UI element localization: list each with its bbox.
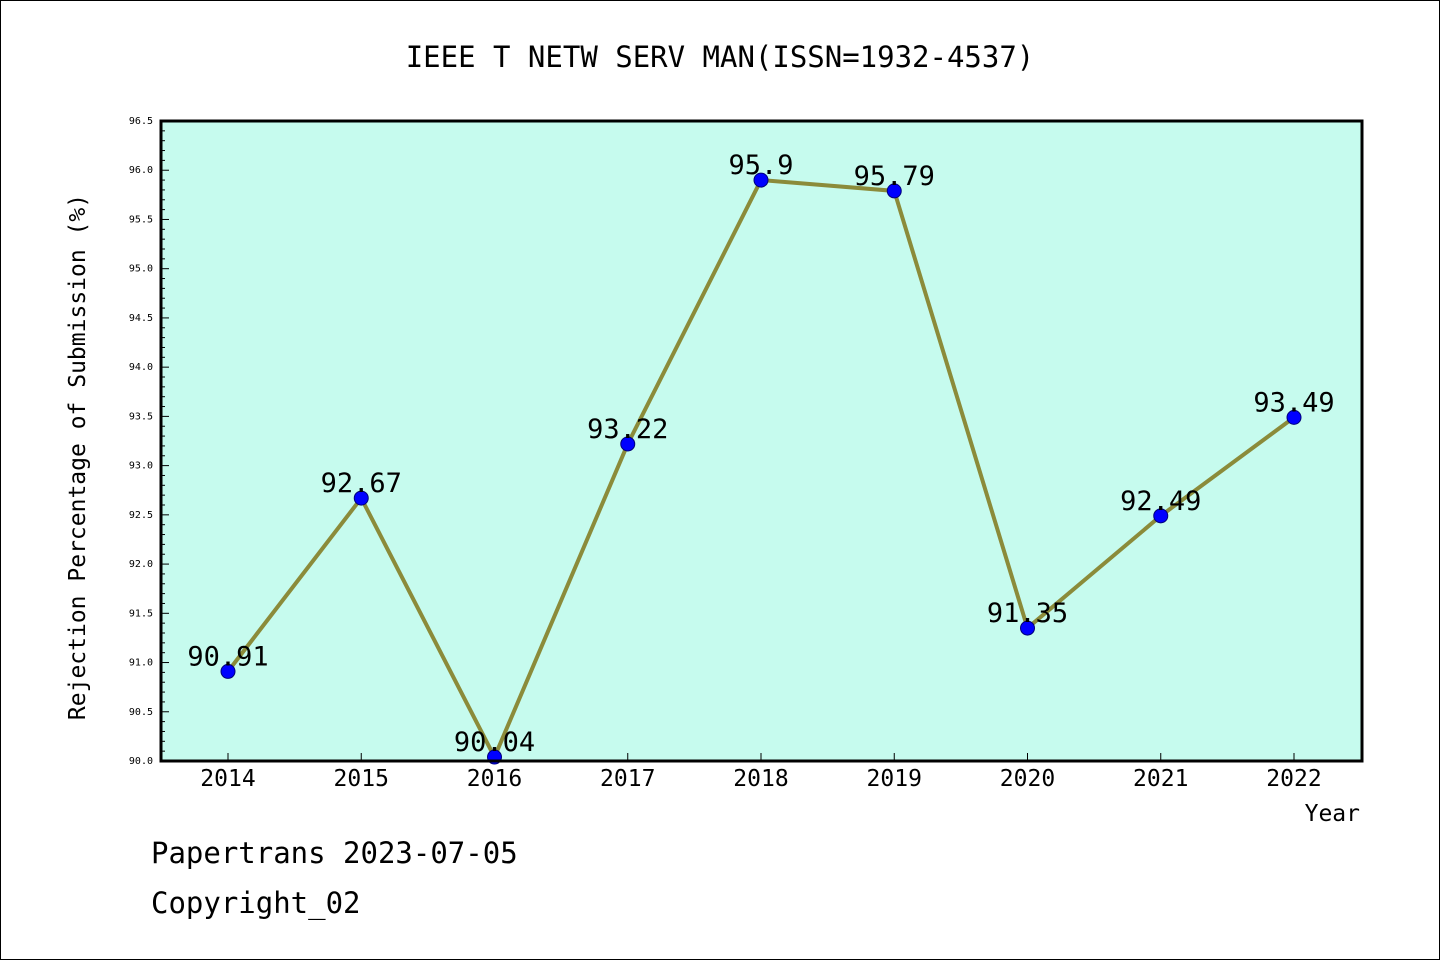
data-label: 90.04 xyxy=(454,727,535,758)
x-tick-label: 2018 xyxy=(733,766,788,792)
data-label: 92.49 xyxy=(1120,486,1201,517)
y-tick-label: 90.5 xyxy=(129,707,153,718)
y-tick-label: 96.0 xyxy=(129,165,153,176)
data-point xyxy=(620,436,636,452)
y-axis-label: Rejection Percentage of Submission (%) xyxy=(65,194,91,720)
x-tick-label: 2020 xyxy=(1000,766,1055,792)
x-tick-label: 2014 xyxy=(200,766,255,792)
y-tick-label: 94.5 xyxy=(129,313,153,324)
x-tick-label: 2021 xyxy=(1133,766,1188,792)
data-label: 95.79 xyxy=(854,161,935,192)
y-tick-label: 92.5 xyxy=(129,510,153,521)
data-label: 95.9 xyxy=(728,150,793,181)
chart-title: IEEE T NETW SERV MAN(ISSN=1932-4537) xyxy=(406,40,1035,74)
data-point xyxy=(1020,620,1035,636)
data-point xyxy=(353,490,369,506)
x-tick-label: 2019 xyxy=(867,766,922,792)
y-tick-label: 95.5 xyxy=(129,214,153,225)
footer-copyright: Copyright_02 xyxy=(151,886,361,920)
data-point xyxy=(886,183,902,199)
footer-date: Papertrans 2023-07-05 xyxy=(151,836,518,870)
x-tick-label: 2016 xyxy=(467,766,522,792)
y-tick-label: 96.5 xyxy=(129,116,153,127)
data-label: 91.35 xyxy=(987,598,1068,629)
data-point xyxy=(753,172,769,188)
y-tick-label: 95.0 xyxy=(129,264,153,275)
y-tick-label: 91.0 xyxy=(129,658,153,669)
plot-border xyxy=(159,119,1364,763)
data-point xyxy=(1153,508,1169,524)
plot-area xyxy=(161,121,1362,761)
y-tick-label: 91.5 xyxy=(129,608,153,619)
data-point xyxy=(1286,409,1302,425)
data-label: 93.22 xyxy=(587,414,668,445)
x-tick-label: 2015 xyxy=(334,766,389,792)
y-tick-label: 90.0 xyxy=(129,756,153,767)
y-tick-label: 92.0 xyxy=(129,559,153,570)
y-tick-label: 93.0 xyxy=(129,461,153,472)
y-tick-label: 94.0 xyxy=(129,362,153,373)
y-tick-label: 93.5 xyxy=(129,411,153,422)
data-point xyxy=(220,663,236,679)
x-tick-label: 2022 xyxy=(1266,766,1321,792)
data-label: 93.49 xyxy=(1253,387,1334,418)
x-tick-label: 2017 xyxy=(600,766,655,792)
x-axis-label: Year xyxy=(1305,801,1360,827)
data-label: 90.91 xyxy=(187,641,268,672)
data-label: 92.67 xyxy=(321,468,402,499)
